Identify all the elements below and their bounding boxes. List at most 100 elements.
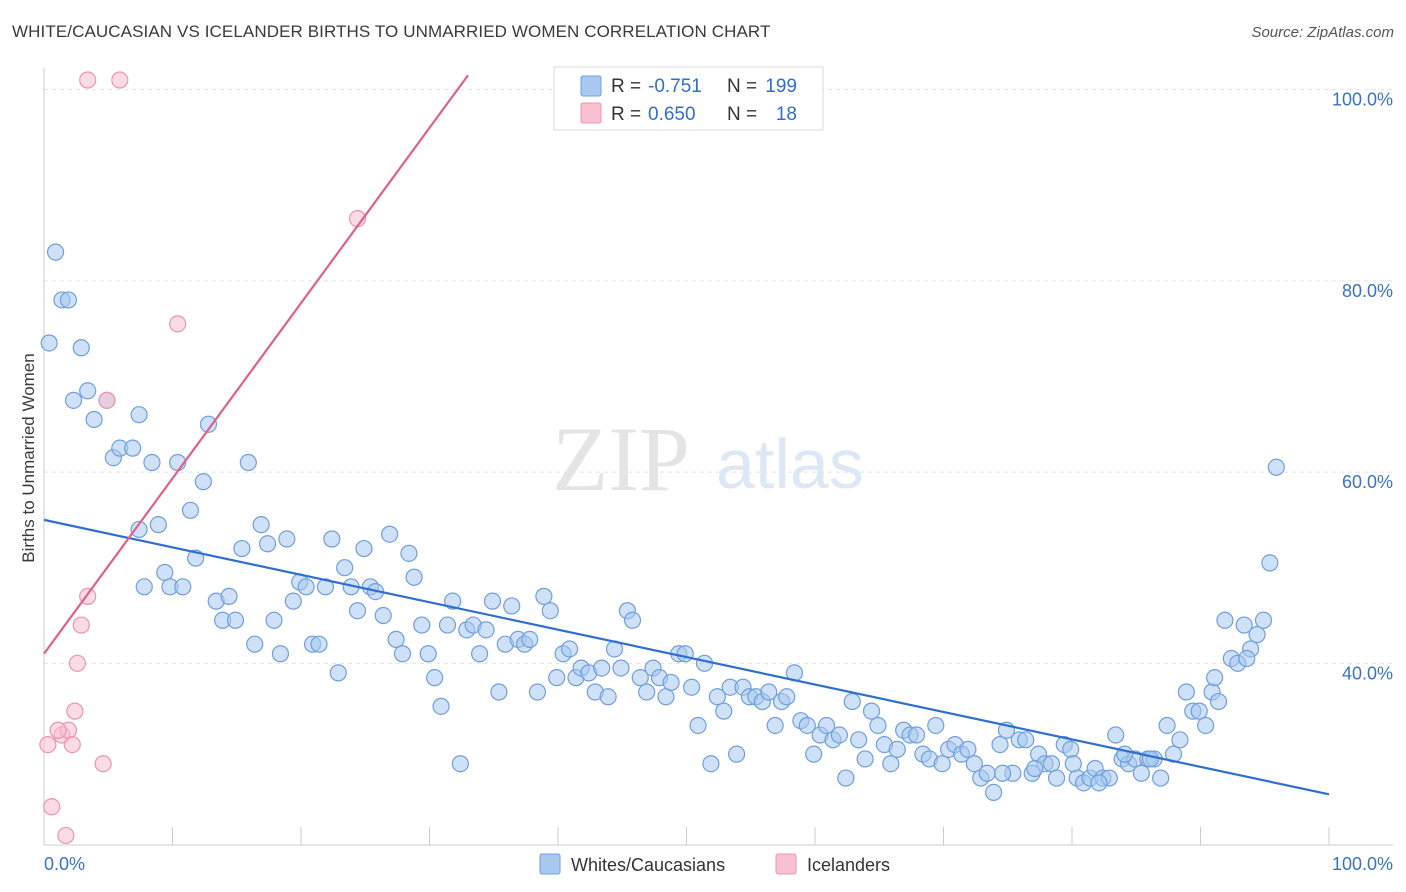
scatter-point-whites xyxy=(623,611,642,629)
scatter-point-whites xyxy=(258,535,277,553)
scatter-point-whites xyxy=(1017,731,1035,749)
scatter-point-whites xyxy=(1190,702,1208,720)
scatter-point-whites xyxy=(226,611,245,629)
y-axis-label: Births to Unmarried Women xyxy=(19,353,38,562)
scatter-point-whites xyxy=(143,453,161,472)
scatter-point-whites xyxy=(728,745,746,763)
scatter-point-whites xyxy=(1026,759,1044,778)
scatter-point-whites xyxy=(220,587,238,605)
scatter-point-whites xyxy=(124,439,142,457)
scatter-point-icelanders xyxy=(66,702,84,720)
scatter-point-whites xyxy=(695,654,714,672)
scatter-point-whites xyxy=(638,683,656,701)
series-legend-label-whites: Whites/Caucasians xyxy=(571,855,725,875)
scatter-point-whites xyxy=(477,621,495,639)
scatter-point-whites xyxy=(1216,611,1234,629)
scatter-point-whites xyxy=(233,539,251,558)
scatter-point-whites xyxy=(1152,769,1170,787)
scatter-point-whites xyxy=(1141,750,1159,768)
scatter-point-whites xyxy=(503,597,521,615)
scatter-point-whites xyxy=(662,673,680,692)
scatter-point-whites xyxy=(1267,458,1285,476)
trend-line-whites xyxy=(43,518,1330,796)
watermark-atlas: atlas xyxy=(716,425,864,503)
scatter-point-whites xyxy=(985,783,1003,802)
scatter-point-icelanders xyxy=(72,616,90,634)
scatter-point-whites xyxy=(483,592,502,610)
trend-lines xyxy=(43,74,1330,796)
scatter-point-whites xyxy=(393,645,412,663)
scatter-point-whites xyxy=(72,339,90,357)
scatter-point-whites xyxy=(271,645,290,663)
scatter-point-whites xyxy=(387,630,405,649)
scatter-point-whites xyxy=(1062,740,1080,758)
scatter-point-whites xyxy=(1047,769,1066,787)
scatter-point-whites xyxy=(79,382,97,400)
scatter-point-whites xyxy=(702,755,720,773)
y-tick-labels: 40.0% 60.0% 80.0% 100.0% xyxy=(1332,90,1393,684)
scatter-point-whites xyxy=(560,640,579,658)
y-tick-label: 80.0% xyxy=(1342,281,1393,301)
scatter-point-whites xyxy=(239,453,257,472)
scatter-point-icelanders xyxy=(43,798,61,816)
scatter-point-whites xyxy=(426,669,444,687)
x-ticks xyxy=(43,827,1330,845)
axes xyxy=(43,68,1393,846)
scatter-point-whites xyxy=(978,764,996,782)
scatter-point-whites xyxy=(130,406,148,424)
scatter-point-whites xyxy=(994,764,1012,782)
scatter-point-whites xyxy=(85,410,103,429)
scatter-point-whites xyxy=(1177,683,1195,701)
series-legend-label-icelanders: Icelanders xyxy=(807,855,890,875)
scatter-point-whites xyxy=(46,243,65,261)
scatter-point-whites xyxy=(927,716,945,735)
scatter-point-whites xyxy=(278,530,296,548)
scatter-point-whites xyxy=(1235,616,1253,634)
scatter-point-whites xyxy=(862,702,881,720)
scatter-point-whites xyxy=(310,635,328,653)
scatter-point-whites xyxy=(676,645,694,663)
scatter-point-whites xyxy=(199,415,218,433)
x-tick-labels: 0.0% 100.0% xyxy=(44,854,1393,874)
legend-r-value-1: -0.751 xyxy=(648,76,702,97)
legend-n-value-2: 18 xyxy=(776,104,797,125)
scatter-point-whites xyxy=(265,611,283,629)
stats-legend: R = -0.751 N = 199 R = 0.650 N = 18 xyxy=(553,66,824,131)
scatter-point-whites xyxy=(413,616,431,634)
scatter-point-whites xyxy=(1261,554,1279,572)
legend-swatch-blue xyxy=(580,75,602,97)
scatter-point-whites xyxy=(156,563,174,582)
scatter-point-whites xyxy=(1197,716,1215,735)
scatter-point-whites xyxy=(888,740,906,758)
scatter-point-whites xyxy=(1206,669,1224,687)
scatter-point-icelanders xyxy=(49,721,67,739)
scatter-point-whites xyxy=(959,740,977,758)
legend-n-label-2: N = xyxy=(727,104,757,125)
scatter-point-icelanders xyxy=(79,71,97,89)
scatter-point-whites xyxy=(548,669,566,687)
scatter-point-whites xyxy=(541,602,559,620)
scatter-point-icelanders xyxy=(94,755,112,773)
scatter-point-whites xyxy=(760,683,778,701)
x-tick-label: 100.0% xyxy=(1332,854,1393,874)
scatter-point-whites xyxy=(284,592,302,610)
legend-r-label-2: R = xyxy=(611,104,641,125)
scatter-point-whites xyxy=(612,659,630,677)
scatter-point-whites xyxy=(593,659,611,677)
scatter-point-whites xyxy=(323,530,341,548)
watermark-zip: ZIP xyxy=(552,408,690,510)
legend-n-value-1: 199 xyxy=(765,76,797,97)
scatter-point-whites xyxy=(882,755,900,773)
scatter-point-whites xyxy=(400,544,418,562)
scatter-point-icelanders xyxy=(63,735,81,754)
scatter-point-whites xyxy=(869,716,887,735)
scatter-point-whites xyxy=(830,726,849,744)
scatter-point-icelanders xyxy=(68,654,87,672)
scatter-point-whites xyxy=(535,587,553,605)
chart-title: WHITE/CAUCASIAN VS ICELANDER BIRTHS TO U… xyxy=(12,22,771,41)
legend-r-value-2: 0.650 xyxy=(648,104,696,125)
scatter-point-whites xyxy=(419,645,437,663)
y-tick-label: 40.0% xyxy=(1342,663,1393,683)
series-whites-caucasians xyxy=(40,243,1285,802)
